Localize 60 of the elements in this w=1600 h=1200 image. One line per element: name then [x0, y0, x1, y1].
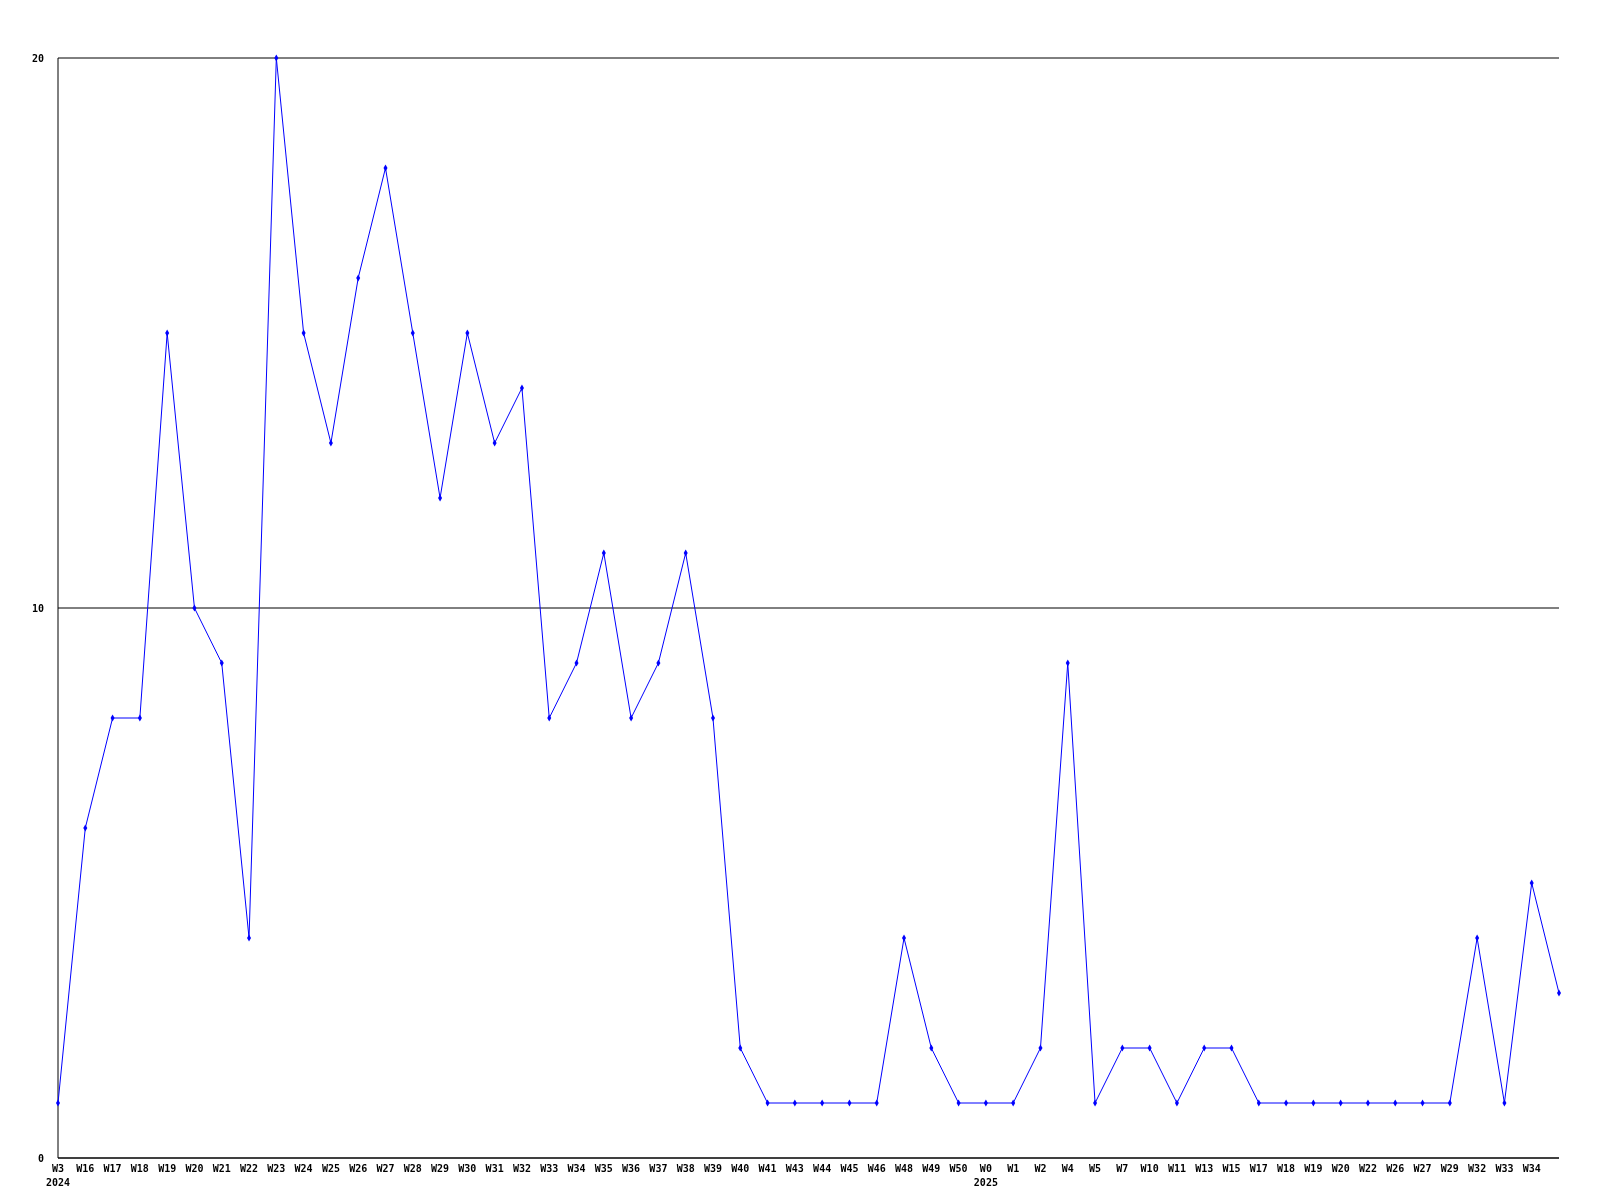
x-tick-label: W25 [321, 1163, 340, 1174]
x-tick-label: W4 [1061, 1163, 1074, 1174]
x-tick-label: W19 [1304, 1163, 1323, 1174]
x-tick-label: W22 [240, 1163, 259, 1174]
x-tick-label: W20 [1331, 1163, 1350, 1174]
x-tick-label: W24 [294, 1163, 313, 1174]
x-tick-label: W7 [1116, 1163, 1129, 1174]
x-tick-label: W34 [1522, 1163, 1541, 1174]
x-tick-label: W5 [1089, 1163, 1102, 1174]
x-tick-label: W40 [731, 1163, 750, 1174]
x-tick-label: W27 [376, 1163, 395, 1174]
point [1556, 989, 1562, 997]
x-tick-label: W11 [1167, 1163, 1186, 1174]
x-tick-label: W16 [76, 1163, 95, 1174]
y-tick-label: 0 [37, 1152, 44, 1164]
x-tick-label: W35 [594, 1163, 613, 1174]
x-tick-label: W26 [1386, 1163, 1405, 1174]
x-tick-label: W44 [813, 1163, 832, 1174]
x-tick-label: W23 [267, 1163, 286, 1174]
x-tick-label: W29 [1440, 1163, 1459, 1174]
x-tick-label: W49 [922, 1163, 941, 1174]
x-tick-label: W10 [1140, 1163, 1159, 1174]
x-tick-label: W18 [1277, 1163, 1296, 1174]
x-tick-label: W21 [212, 1163, 231, 1174]
x-tick-label: W0 2025 [973, 1163, 998, 1188]
x-tick-label: W37 [649, 1163, 668, 1174]
x-tick-label: W17 [103, 1163, 122, 1174]
x-tick-label: W39 [703, 1163, 723, 1174]
x-tick-label: W3 2024 [45, 1163, 71, 1188]
x-tick-label: W18 [130, 1163, 149, 1174]
x-tick-label: W50 [949, 1163, 968, 1174]
x-tick-label: W32 [1468, 1163, 1487, 1174]
x-tick-label: W32 [512, 1163, 531, 1174]
x-tick-label: W22 [1358, 1163, 1377, 1174]
x-tick-label: W29 [431, 1163, 450, 1174]
x-tick-label: W19 [158, 1163, 177, 1174]
x-tick-label: W17 [1249, 1163, 1268, 1174]
x-tick-label: W45 [840, 1163, 859, 1174]
x-tick-label: W1 [1007, 1163, 1020, 1174]
x-tick-label: W28 [403, 1163, 422, 1174]
x-tick-label: W41 [758, 1163, 777, 1174]
x-tick-label: W33 [540, 1163, 559, 1174]
x-tick-label: W36 [622, 1163, 641, 1174]
x-tick-label: W15 [1222, 1163, 1241, 1174]
x-tick-label: W34 [567, 1163, 586, 1174]
x-tick-label: W33 [1495, 1163, 1514, 1174]
x-tick-label: W48 [894, 1163, 914, 1174]
x-tick-label: W30 [458, 1163, 477, 1174]
x-tick-label: W20 [185, 1163, 204, 1174]
x-tick-label: W27 [1413, 1163, 1432, 1174]
x-tick-label: W2 [1034, 1163, 1047, 1174]
point [55, 1099, 61, 1107]
y-tick-label: 10 [31, 602, 44, 614]
x-tick-label: W46 [867, 1163, 886, 1174]
x-tick-label: W31 [485, 1163, 504, 1174]
y-tick-label: 20 [31, 52, 44, 64]
x-tick-label: W13 [1195, 1163, 1214, 1174]
x-tick-label: W26 [349, 1163, 368, 1174]
x-tick-label: W38 [676, 1163, 695, 1174]
x-tick-label: W43 [785, 1163, 804, 1174]
